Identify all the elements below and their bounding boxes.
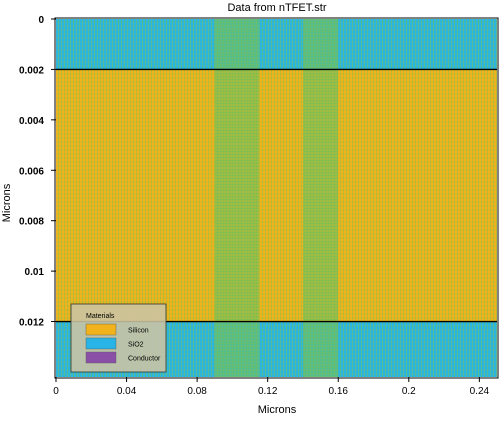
legend-title: Materials	[86, 313, 115, 320]
x-tick-label: 0.2	[402, 386, 416, 397]
x-tick-label: 0.16	[329, 386, 349, 397]
x-tick-label: 0.24	[470, 386, 490, 397]
x-tick-label: 0.08	[187, 386, 207, 397]
y-tick-label: 0.01	[25, 267, 45, 278]
y-tick-label: 0	[38, 15, 44, 26]
mesh-grid-silicon	[56, 69, 497, 322]
dense-mesh-lines	[214, 19, 259, 377]
y-tick-label: 0.004	[19, 116, 44, 127]
y-axis-label: Microns	[1, 183, 13, 222]
legend-entry-label: Silicon	[128, 328, 149, 335]
legend-swatch	[85, 351, 117, 364]
x-axis: 0 0.04 0.08 0.12 0.16 0.2 0.24	[53, 377, 490, 397]
y-tick-label: 0.006	[19, 166, 44, 177]
y-axis: 0 0.002 0.004 0.006 0.008 0.01 0.012	[19, 15, 56, 329]
mesh-grid-sio2	[56, 19, 497, 70]
legend-swatch	[85, 323, 117, 336]
mesh-overlay	[56, 19, 497, 377]
x-tick-label: 0	[53, 386, 59, 397]
y-tick-label: 0.008	[19, 217, 44, 228]
x-tick-label: 0.12	[258, 386, 278, 397]
dense-mesh-lines	[302, 19, 339, 377]
y-tick-label: 0.002	[19, 65, 44, 76]
chart-title: Data from nTFET.str	[227, 2, 326, 14]
legend-entry-label: Conductor	[128, 356, 161, 363]
x-axis-label: Microns	[258, 404, 297, 416]
legend-entry-label: SiO2	[128, 342, 144, 349]
legend-swatch	[85, 337, 117, 350]
y-tick-label: 0.012	[19, 318, 44, 329]
x-tick-label: 0.04	[117, 386, 137, 397]
materials-legend: Materials Silicon SiO2 Conductor	[70, 303, 167, 373]
